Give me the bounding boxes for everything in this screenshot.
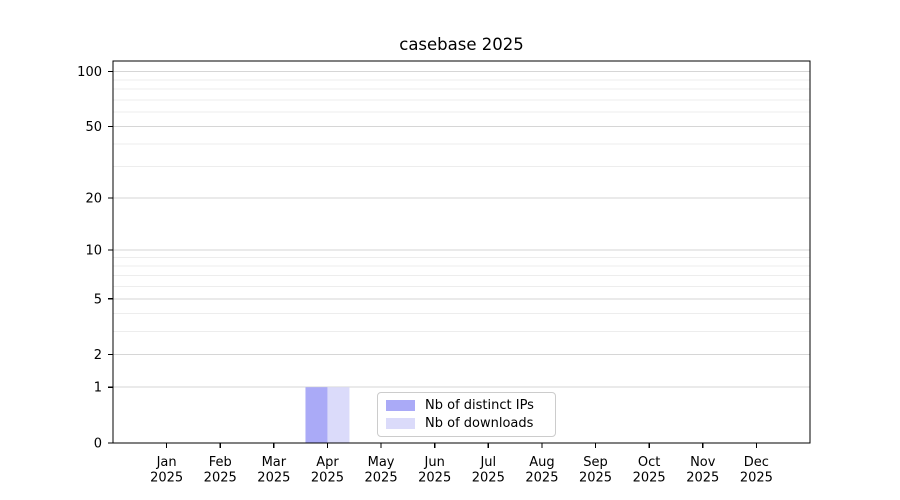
x-tick-label-year: 2025 [740,471,773,486]
x-tick-label-month: May [368,455,395,470]
x-tick-label-month: Mar [262,455,287,470]
x-tick-label-year: 2025 [525,471,558,486]
chart-title: casebase 2025 [399,35,524,54]
x-tick-label-year: 2025 [311,471,344,486]
legend-label-downloads: Nb of downloads [425,415,534,431]
y-tick-label: 0 [94,437,102,452]
y-tick-label: 100 [77,65,102,80]
x-tick-label-year: 2025 [633,471,666,486]
legend-item-downloads: Nb of downloads [386,415,547,432]
x-tick-label-month: Oct [638,455,660,470]
x-tick-label-year: 2025 [418,471,451,486]
x-tick-label-year: 2025 [204,471,237,486]
x-tick-label-month: Aug [529,455,554,470]
x-tick-label-month: Sep [583,455,608,470]
x-tick-label-year: 2025 [686,471,719,486]
legend-swatch-downloads [386,417,415,429]
y-tick-label: 1 [94,381,102,396]
y-tick-label: 50 [85,120,102,135]
x-tick-label-month: Jan [156,455,177,470]
x-tick-label-year: 2025 [365,471,398,486]
x-tick-label-month: Feb [209,455,232,470]
x-tick-label-year: 2025 [579,471,612,486]
legend-item-distinct-ips: Nb of distinct IPs [386,397,547,414]
x-tick-label-year: 2025 [257,471,290,486]
x-tick-label-year: 2025 [472,471,505,486]
x-tick-label-month: Jul [479,455,496,470]
y-tick-label: 10 [85,243,102,258]
legend-swatch-distinct-ips [386,400,415,412]
legend-label-distinct-ips: Nb of distinct IPs [425,398,534,414]
x-tick-label-month: Dec [744,455,769,470]
plot-border [112,60,811,444]
bar-downloads [327,387,350,443]
legend: Nb of distinct IPs Nb of downloads [377,392,556,437]
x-tick-label-year: 2025 [150,471,183,486]
y-tick-label: 2 [94,348,102,363]
x-tick-label-month: Apr [316,455,339,470]
y-tick-label: 5 [94,292,102,307]
x-tick-label-month: Nov [690,455,716,470]
y-tick-label: 20 [85,191,102,206]
bar-distinct-ips [305,387,328,443]
x-tick-label-month: Jun [424,455,445,470]
